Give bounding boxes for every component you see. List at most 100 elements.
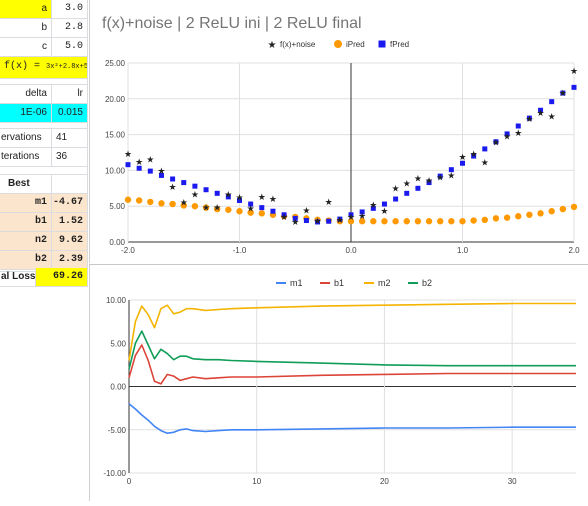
formula-cell[interactable]: f(x) = 3x²+2.8x+5 [0,57,88,79]
final-loss-label[interactable]: al Loss [0,268,36,287]
chart1-legend-item[interactable]: fPred [378,40,410,49]
chart2-axes: -10.00 -5.00 0.00 5.00 10.00 0 10 20 30 [103,296,517,486]
ipred-point [358,218,366,225]
noise-point: ★ [425,175,433,185]
chart2-ytick-label: -10.00 [103,469,126,478]
fpred-point [303,218,309,224]
ipred-point [526,211,533,218]
line-chart-svg: m1 b1 m2 b2 -10.00 -5.00 0.00 5.00 10.00 0 10 20 30 [103,278,576,486]
chart2-xtick-label: 0 [127,477,132,486]
lr-value[interactable]: 0.015 [52,104,88,123]
legend-circle-icon [334,40,342,48]
best-b1-value[interactable]: 1.52 [52,213,88,232]
chart1-title: f(x)+noise | 2 ReLU ini | 2 ReLU final [102,15,362,32]
chart2-legend-label: b2 [422,278,432,288]
chart1-xtick-label: 1.0 [457,246,469,255]
noise-point: ★ [336,215,344,225]
delta-header[interactable]: delta [0,85,52,104]
chart2-ytick-label: 0.00 [110,383,126,392]
ipred-point [548,208,555,215]
noise-point: ★ [202,203,210,213]
chart2-xtick-label: 10 [252,477,261,486]
noise-point: ★ [347,212,355,222]
fpred-point [170,176,176,182]
param-c-value[interactable]: 5.0 [52,38,88,57]
best-n2-label[interactable]: n2 [0,232,52,251]
noise-point: ★ [392,183,400,193]
ipred-point [347,218,355,225]
empty-row [0,167,88,175]
fpred-point [549,99,555,105]
fpred-point [348,212,354,218]
fpred-point [181,180,187,186]
chart1-legend-item[interactable]: ★ f(x)+noise [268,40,316,51]
chart2-legend-item[interactable]: m1 [276,278,303,288]
chart1-ytick-label: 10.00 [105,166,126,175]
observations-value[interactable]: 41 [52,129,88,148]
ipred-point [180,202,187,209]
param-a-label[interactable]: a [0,0,52,19]
iterations-value[interactable]: 36 [52,148,88,167]
param-a-value[interactable]: 3.0 [52,0,88,19]
empty-row [0,79,88,85]
chart2-legend-item[interactable]: b2 [408,278,432,288]
best-m1-value[interactable]: -4.67 [52,194,88,213]
ipred-point [437,218,444,225]
ipred-point [124,196,132,203]
delta-value[interactable]: 1E-06 [0,104,52,123]
ipred-point [448,218,455,225]
chart2-xtick-label: 20 [380,477,389,486]
iterations-label[interactable]: terations [0,148,52,167]
lr-header[interactable]: lr [52,85,88,104]
final-loss-value[interactable]: 69.26 [36,268,88,287]
ipred-point [381,218,388,225]
ipred-point [559,205,567,213]
chart1-axes: 0.00 5.00 10.00 15.00 20.00 25.00 -2.0 -1.0 0.0 1… [105,59,580,255]
fpred-point [504,131,510,137]
chart2-legend-item[interactable]: b1 [320,278,344,288]
fpred-point [270,208,276,214]
noise-point: ★ [124,149,132,159]
chart1-legend-item[interactable]: iPred [334,40,365,49]
line-chart[interactable]: m1 b1 m2 b2 -10.00 -5.00 0.00 5.00 10.00 0 10 20 30 [89,264,588,501]
fpred-point [571,84,577,90]
spreadsheet-panel: a 3.0 b 2.8 c 5.0 f(x) = 3x²+2.8x+5 delt… [0,0,88,500]
fpred-point [292,215,298,221]
noise-point: ★ [503,132,511,142]
observations-label[interactable]: ervations [0,129,52,148]
fpred-point [460,160,465,166]
noise-point: ★ [213,203,221,213]
fpred-point [214,190,220,196]
noise-point: ★ [537,108,545,118]
fpred-point [315,219,321,225]
param-c-label[interactable]: c [0,38,52,57]
param-b-value[interactable]: 2.8 [52,19,88,38]
noise-point: ★ [358,211,366,221]
best-label[interactable]: Best [0,175,52,194]
best-b1-label[interactable]: b1 [0,213,52,232]
scatter-chart[interactable]: f(x)+noise | 2 ReLU ini | 2 ReLU final ★… [89,0,588,263]
chart2-xtick-label: 30 [508,477,517,486]
chart2-ytick-label: 5.00 [110,339,126,348]
best-b2-label[interactable]: b2 [0,251,52,270]
noise-point: ★ [224,190,232,200]
ipred-point [470,217,477,224]
chart1-legend-label: iPred [346,40,365,49]
chart2-legend-label: b1 [334,278,344,288]
fpred-point [147,168,153,174]
empty-row [0,123,88,129]
chart1-ytick-label: 5.00 [109,202,125,211]
best-m1-label[interactable]: m1 [0,194,52,213]
chart2-grid [128,299,576,474]
best-n2-value[interactable]: 9.62 [52,232,88,251]
noise-point: ★ [169,182,177,192]
ipred-point [492,215,500,222]
ipred-point [258,210,265,217]
ipred-point [236,208,243,215]
fpred-point [125,162,131,168]
ipred-point [425,218,433,225]
chart2-legend-item[interactable]: m2 [364,278,391,288]
chart1-ytick-label: 25.00 [105,59,126,68]
noise-point: ★ [135,157,143,167]
param-b-label[interactable]: b [0,19,52,38]
